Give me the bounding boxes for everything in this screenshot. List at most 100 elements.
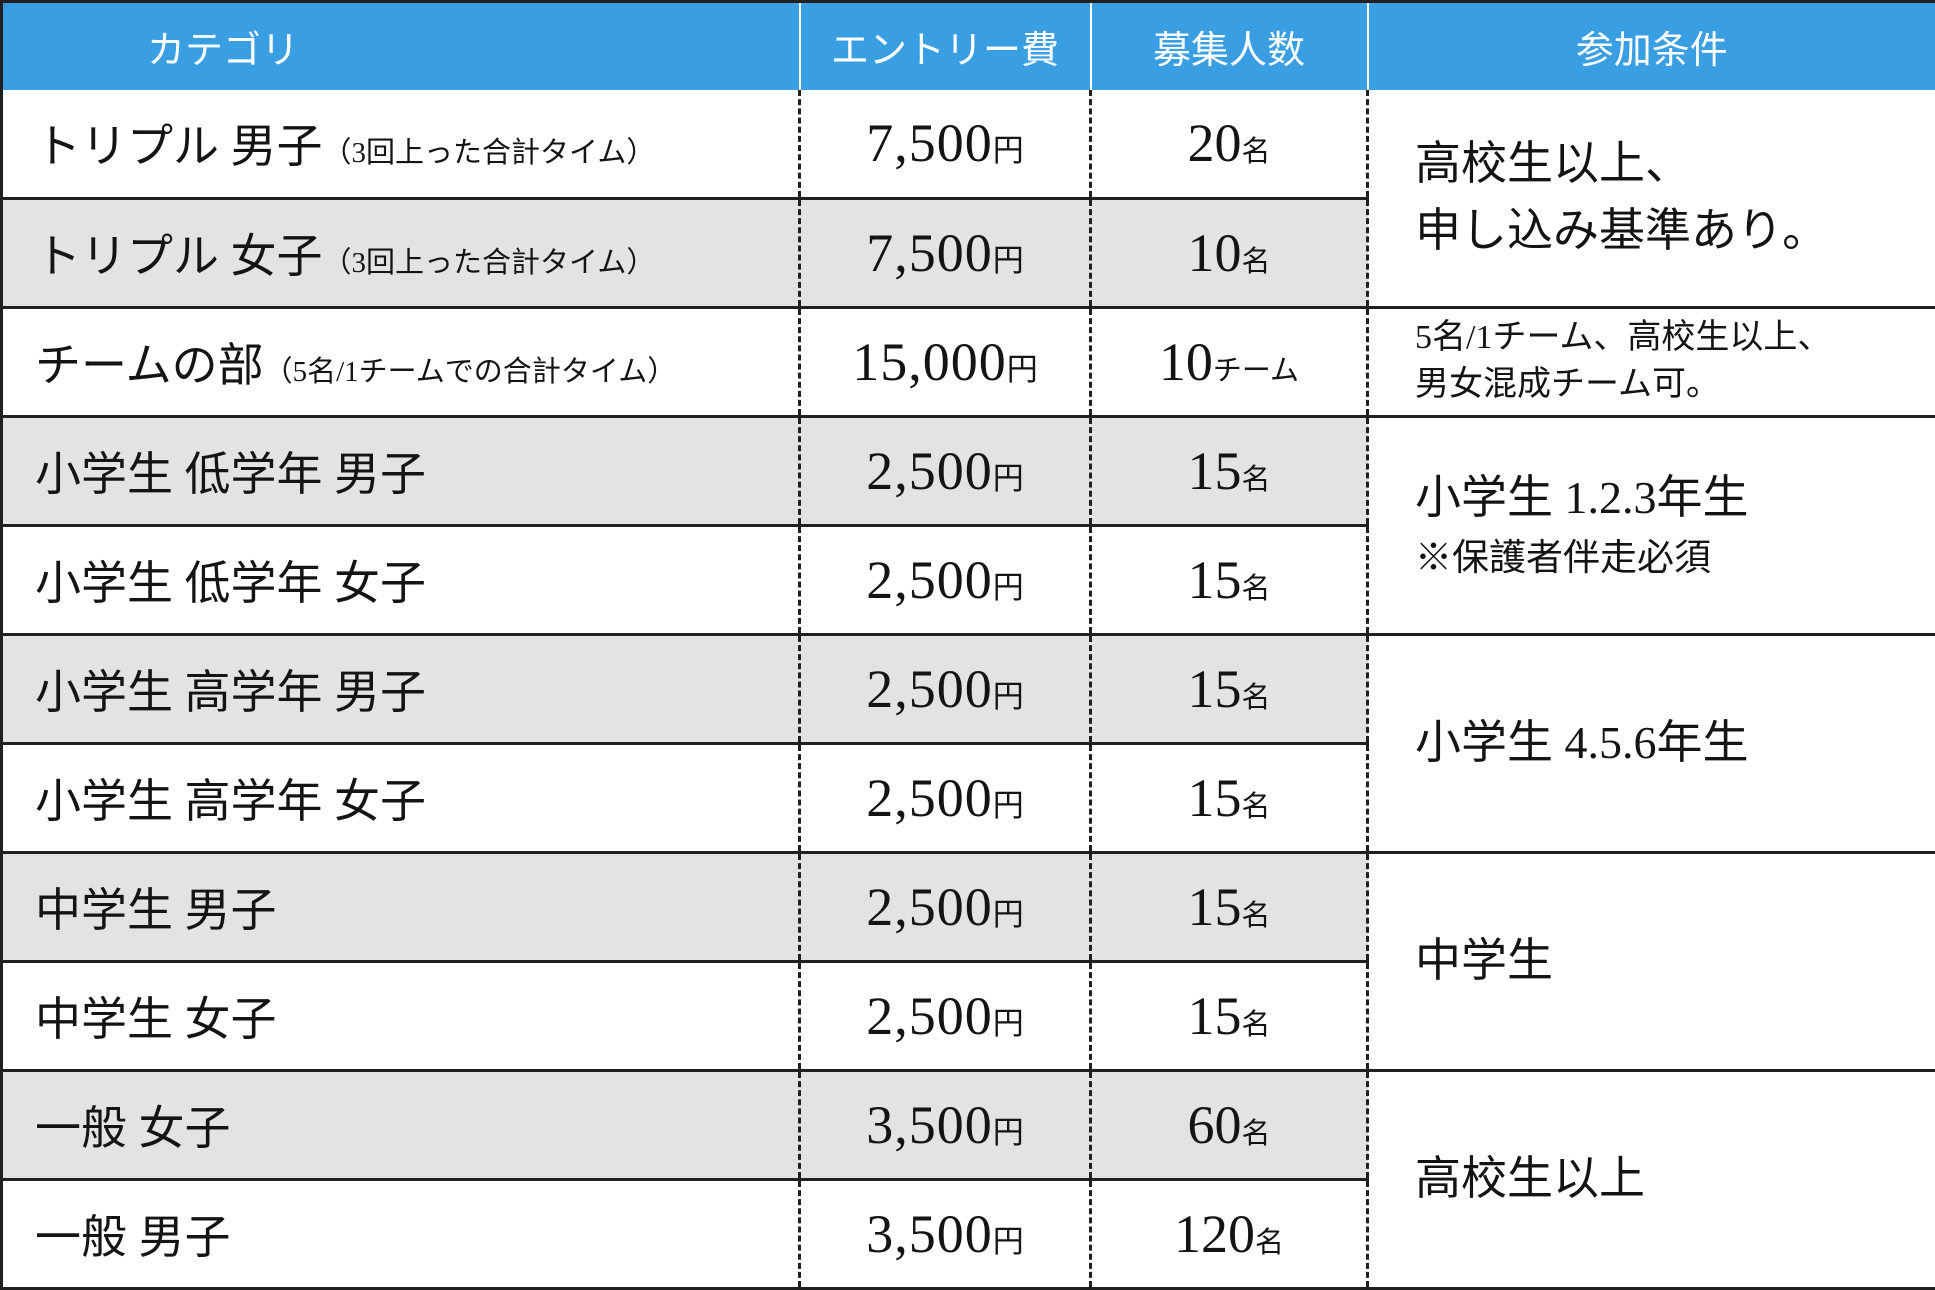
fee-cell: 2,500円: [800, 417, 1091, 526]
fee-cell: 2,500円: [800, 853, 1091, 962]
capacity-cell: 15名: [1091, 962, 1368, 1071]
fee-unit: 円: [993, 1224, 1024, 1259]
capacity-value: 20: [1187, 113, 1241, 173]
capacity-cell: 15名: [1091, 744, 1368, 853]
category-note: （3回上った合計タイム）: [323, 247, 656, 279]
category-cell: 一般 女子: [2, 1071, 800, 1180]
category-cell: 小学生 低学年 女子: [2, 526, 800, 635]
fee-unit: 円: [993, 897, 1024, 932]
fee-cell: 7,500円: [800, 199, 1091, 308]
fee-cell: 3,500円: [800, 1071, 1091, 1180]
fee-value: 2,500: [866, 877, 993, 937]
fee-value: 7,500: [866, 113, 993, 173]
capacity-unit: 名: [1241, 464, 1270, 496]
column-header-conditions: 参加条件: [1368, 2, 1935, 90]
column-header-capacity: 募集人数: [1091, 2, 1368, 90]
fee-unit: 円: [993, 570, 1024, 605]
category-cell: 中学生 女子: [2, 962, 800, 1071]
fee-cell: 2,500円: [800, 744, 1091, 853]
category-label: 小学生 低学年 男子: [35, 449, 426, 500]
category-label: 中学生 女子: [35, 994, 277, 1045]
fee-cell: 2,500円: [800, 962, 1091, 1071]
condition-line: 小学生 4.5.6年生: [1415, 710, 1935, 777]
capacity-value: 15: [1187, 986, 1241, 1046]
capacity-value: 15: [1187, 659, 1241, 719]
column-header-entry-fee: エントリー費: [800, 2, 1091, 90]
condition-line: 高校生以上、: [1415, 131, 1935, 198]
category-note: （5名/1チームでの合計タイム）: [264, 356, 677, 388]
condition-line: 高校生以上: [1415, 1146, 1935, 1213]
capacity-value: 60: [1187, 1095, 1241, 1155]
table-row: 小学生 低学年 男子 2,500円 15名 小学生 1.2.3年生 ※保護者伴走…: [2, 417, 1935, 526]
condition-line: 男女混成チーム可。: [1415, 362, 1935, 409]
column-header-category: カテゴリ: [2, 2, 800, 90]
capacity-unit: 名: [1241, 900, 1270, 932]
fee-cell: 2,500円: [800, 635, 1091, 744]
header-row: カテゴリ エントリー費 募集人数 参加条件: [2, 2, 1935, 90]
category-label: 一般 男子: [35, 1212, 231, 1263]
table-row: 一般 女子 3,500円 60名 高校生以上: [2, 1071, 1935, 1180]
capacity-value: 10: [1187, 223, 1241, 283]
fee-value: 2,500: [866, 986, 993, 1046]
category-label: トリプル 女子: [35, 231, 323, 282]
capacity-unit: 名: [1241, 791, 1270, 823]
category-label: トリプル 男子: [35, 121, 323, 172]
table-row: 小学生 高学年 男子 2,500円 15名 小学生 4.5.6年生: [2, 635, 1935, 744]
fee-value: 3,500: [866, 1095, 993, 1155]
fee-unit: 円: [993, 1115, 1024, 1150]
capacity-unit: 名: [1241, 573, 1270, 605]
category-note: （3回上った合計タイム）: [323, 137, 656, 169]
capacity-unit: 名: [1241, 136, 1270, 168]
capacity-unit: チーム: [1213, 355, 1299, 387]
fee-value: 2,500: [866, 659, 993, 719]
capacity-value: 120: [1174, 1204, 1255, 1264]
condition-line: 小学生 1.2.3年生: [1415, 465, 1935, 532]
capacity-unit: 名: [1255, 1227, 1284, 1259]
fee-unit: 円: [993, 788, 1024, 823]
capacity-value: 15: [1187, 768, 1241, 828]
table-row: トリプル 男子（3回上った合計タイム） 7,500円 20名 高校生以上、 申し…: [2, 90, 1935, 199]
fee-cell: 2,500円: [800, 526, 1091, 635]
capacity-value: 15: [1187, 877, 1241, 937]
category-cell: トリプル 男子（3回上った合計タイム）: [2, 90, 800, 199]
capacity-value: 15: [1187, 550, 1241, 610]
capacity-cell: 15名: [1091, 635, 1368, 744]
fee-value: 2,500: [866, 550, 993, 610]
condition-cell: 小学生 4.5.6年生: [1368, 635, 1935, 853]
fee-unit: 円: [993, 133, 1024, 168]
capacity-unit: 名: [1241, 246, 1270, 278]
fee-cell: 15,000円: [800, 308, 1091, 417]
category-cell: 小学生 低学年 男子: [2, 417, 800, 526]
condition-note: ※保護者伴走必須: [1415, 532, 1935, 586]
capacity-cell: 15名: [1091, 526, 1368, 635]
fee-unit: 円: [993, 243, 1024, 278]
category-cell: 小学生 高学年 女子: [2, 744, 800, 853]
fee-value: 2,500: [866, 768, 993, 828]
fee-cell: 3,500円: [800, 1180, 1091, 1289]
fee-unit: 円: [993, 461, 1024, 496]
capacity-value: 15: [1187, 441, 1241, 501]
fee-value: 15,000: [852, 332, 1007, 392]
condition-cell: 小学生 1.2.3年生 ※保護者伴走必須: [1368, 417, 1935, 635]
condition-cell: 5名/1チーム、高校生以上、 男女混成チーム可。: [1368, 308, 1935, 417]
capacity-cell: 15名: [1091, 417, 1368, 526]
condition-line: 5名/1チーム、高校生以上、: [1415, 315, 1935, 362]
category-label: チームの部: [35, 340, 264, 391]
category-cell: チームの部（5名/1チームでの合計タイム）: [2, 308, 800, 417]
category-cell: 小学生 高学年 男子: [2, 635, 800, 744]
fee-unit: 円: [1007, 352, 1038, 387]
category-label: 小学生 高学年 女子: [35, 776, 426, 827]
capacity-unit: 名: [1241, 682, 1270, 714]
condition-line: 中学生: [1415, 928, 1935, 995]
condition-cell: 高校生以上、 申し込み基準あり。: [1368, 90, 1935, 308]
fee-value: 2,500: [866, 441, 993, 501]
fee-cell: 7,500円: [800, 90, 1091, 199]
table-row: チームの部（5名/1チームでの合計タイム） 15,000円 10チーム 5名/1…: [2, 308, 1935, 417]
fee-unit: 円: [993, 679, 1024, 714]
capacity-cell: 15名: [1091, 853, 1368, 962]
capacity-cell: 60名: [1091, 1071, 1368, 1180]
category-label: 小学生 高学年 男子: [35, 667, 426, 718]
category-cell: トリプル 女子（3回上った合計タイム）: [2, 199, 800, 308]
capacity-value: 10: [1159, 332, 1213, 392]
